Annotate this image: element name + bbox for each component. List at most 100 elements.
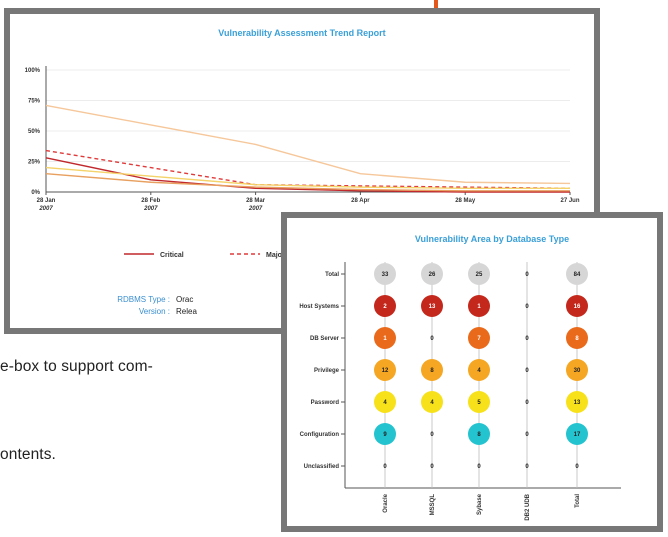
trend-x-tick-label: 2007	[38, 206, 53, 212]
bubble	[374, 359, 396, 381]
bubble-value: 4	[477, 368, 481, 374]
bubble-row-label: Password	[311, 400, 340, 406]
trend-legend-label: Critical	[160, 252, 184, 259]
bubble	[374, 295, 396, 317]
trend-series-line	[45, 104, 571, 185]
bubble-value: 1	[383, 336, 387, 342]
bubble-value: 5	[477, 400, 481, 406]
trend-y-tick-label: 100%	[25, 68, 41, 74]
bubble-value: 9	[383, 432, 387, 438]
bubble	[421, 359, 443, 381]
trend-y-tick-label: 0%	[31, 190, 40, 196]
body-text-line-2: ontents.	[0, 446, 56, 463]
trend-x-tick-label: 2007	[143, 206, 158, 212]
bubble	[468, 423, 490, 445]
bubble-value: 0	[525, 400, 529, 406]
trend-x-tick-label: 28 Mar	[246, 198, 266, 204]
bubble-value: 84	[574, 272, 581, 278]
trend-y-tick-label: 25%	[28, 160, 41, 166]
bubble-value: 4	[430, 400, 434, 406]
bubble	[374, 263, 396, 285]
bubble-value: 12	[382, 368, 389, 374]
bubble-value: 1	[477, 304, 481, 310]
bubble-column-label: Oracle	[383, 493, 389, 512]
bubble	[374, 391, 396, 413]
bubble	[566, 327, 588, 349]
bubble	[566, 423, 588, 445]
trend-chart-title: Vulnerability Assessment Trend Report	[218, 28, 385, 38]
bubble-value: 0	[383, 464, 387, 470]
version-label: Version :	[138, 307, 170, 316]
rdbms-type-value: Orac	[176, 295, 194, 304]
body-text-line-1: e-box to support com-	[0, 358, 153, 375]
bubble-value: 0	[525, 304, 529, 310]
bubble-value: 30	[574, 368, 581, 374]
bubble-row-label: Configuration	[300, 432, 340, 438]
trend-series	[45, 104, 571, 193]
trend-line-chart: Vulnerability Assessment Trend Report 0%…	[25, 28, 580, 259]
bubble-value: 0	[430, 464, 434, 470]
bubble	[468, 295, 490, 317]
bubble	[566, 263, 588, 285]
bubble	[566, 359, 588, 381]
bubble-value: 26	[429, 272, 436, 278]
rdbms-type-label: RDBMS Type :	[117, 295, 170, 304]
bubble-row-label: Unclassified	[304, 464, 340, 470]
trend-x-tick-label: 27 Jun	[560, 198, 579, 204]
bubble-row-label: Total	[325, 272, 339, 278]
bubble	[421, 391, 443, 413]
vulnerability-bubble-matrix: Vulnerability Area by Database Type Orac…	[299, 234, 621, 521]
bubble-value: 2	[383, 304, 387, 310]
bubble-value: 17	[574, 432, 581, 438]
trend-legend-label: Major	[266, 252, 285, 259]
trend-y-tick-label: 75%	[28, 99, 41, 105]
trend-series-line	[45, 166, 570, 190]
bubble-value: 0	[525, 272, 529, 278]
bubble-value: 0	[525, 336, 529, 342]
bubble-column-label: Total	[575, 494, 581, 508]
trend-y-tick-label: 50%	[28, 129, 41, 135]
bubble	[468, 327, 490, 349]
trend-series-line	[45, 173, 570, 192]
bubble	[421, 295, 443, 317]
bubble-value: 0	[430, 336, 434, 342]
bubble-value: 8	[477, 432, 481, 438]
bubble-value: 8	[430, 368, 434, 374]
bubble-value: 7	[477, 336, 481, 342]
bubble	[374, 327, 396, 349]
bubble-column-label: Sybase	[477, 493, 483, 515]
bubble	[566, 391, 588, 413]
bubble-value: 8	[575, 336, 579, 342]
bubble-value: 0	[430, 432, 434, 438]
trend-x-tick-label: 28 Feb	[141, 198, 160, 204]
bubble-column-label: DB2 UDB	[525, 493, 531, 520]
bubble-row-label: DB Server	[310, 336, 340, 342]
bubble-row-label: Privilege	[314, 368, 340, 374]
trend-x-tick-label: 28 May	[455, 198, 476, 204]
bubble-cells: 33 26 25 0 842 13 1 0 161 0 7 0 812 8 4 0 304 4 5 0 139 0 8 0 17…	[374, 263, 588, 470]
bubble	[374, 423, 396, 445]
bubble-value: 0	[525, 432, 529, 438]
bubble	[468, 391, 490, 413]
version-value: Relea	[176, 307, 197, 316]
bubble-value: 13	[429, 304, 436, 310]
bubble	[566, 295, 588, 317]
bubble-value: 0	[525, 464, 529, 470]
trend-legend: Critical Major	[124, 252, 285, 259]
bubble-row-label: Host Systems	[299, 304, 339, 310]
trend-x-tick-label: 2007	[248, 206, 263, 212]
trend-x-tick-label: 28 Jan	[37, 198, 56, 204]
bubble-value: 16	[574, 304, 581, 310]
accent-bar	[434, 0, 438, 10]
trend-series-line	[45, 157, 570, 193]
bubble	[468, 263, 490, 285]
bubble-value: 25	[476, 272, 483, 278]
bubble	[421, 263, 443, 285]
database-type-panel: Vulnerability Area by Database Type Orac…	[281, 212, 663, 532]
bubble-chart-title: Vulnerability Area by Database Type	[415, 234, 569, 244]
bubble	[468, 359, 490, 381]
bubble-value: 0	[575, 464, 579, 470]
bubble-value: 4	[383, 400, 387, 406]
bubble-column-label: MSSQL	[430, 494, 436, 516]
bubble-value: 0	[477, 464, 481, 470]
